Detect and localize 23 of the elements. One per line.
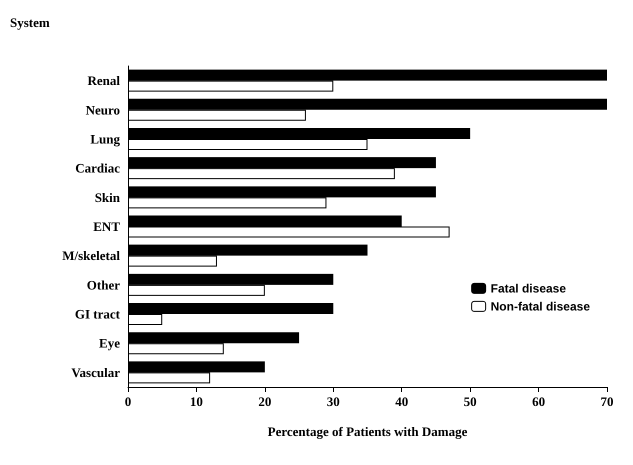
x-axis-title: Percentage of Patients with Damage — [268, 424, 468, 439]
x-tick-label: 50 — [464, 394, 477, 409]
y-tick-label: Vascular — [71, 364, 120, 380]
y-tick-label: Lung — [90, 131, 120, 146]
y-tick-label: Cardiac — [75, 160, 120, 176]
y-tick-label: ENT — [93, 219, 120, 234]
x-tick-label: 10 — [190, 394, 203, 409]
y-tick-label: Renal — [88, 73, 120, 88]
x-tick-label: 70 — [600, 394, 614, 409]
y-tick-label: M/skeletal — [62, 248, 120, 264]
x-tick-label: 0 — [124, 394, 132, 409]
y-tick-label: GI tract — [74, 306, 121, 322]
x-tick-label: 40 — [395, 394, 408, 409]
y-tick-label: Eye — [99, 336, 120, 351]
x-tick-label: 30 — [326, 394, 340, 409]
legend-label: Non-fatal disease — [490, 299, 590, 314]
x-tick-label: 60 — [532, 394, 546, 409]
y-tick-label: Skin — [94, 190, 121, 205]
y-axis-title: System — [10, 15, 50, 30]
x-tick-label: 20 — [258, 394, 272, 409]
y-tick-label: Other — [86, 277, 120, 292]
y-tick-label: Neuro — [86, 102, 120, 118]
legend-label: Fatal disease — [490, 281, 566, 296]
